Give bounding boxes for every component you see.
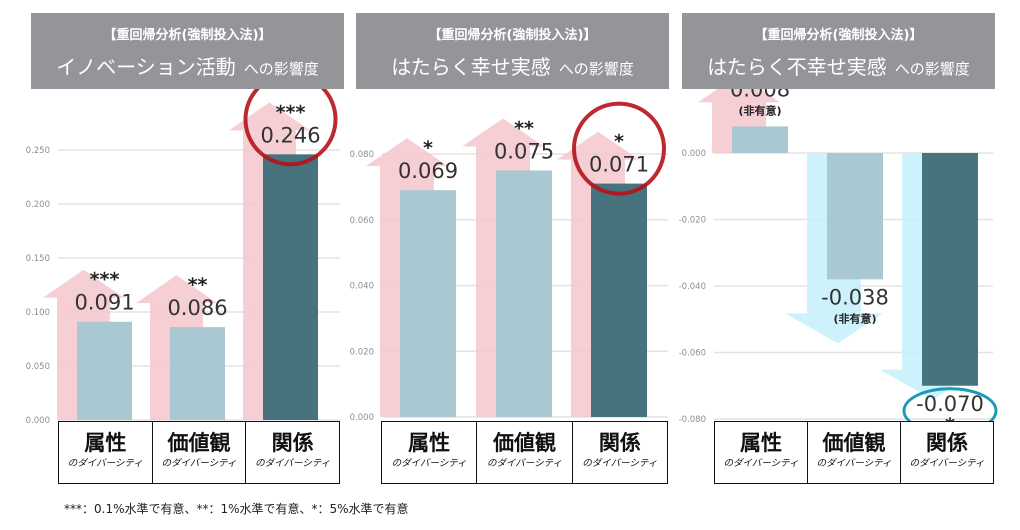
category-label: 属性 xyxy=(740,431,782,455)
category-label: 価値観 xyxy=(822,431,886,455)
data-label: 0.071 xyxy=(589,153,649,177)
category-values: 価値観のダイバーシティ xyxy=(477,422,573,483)
category-label: 属性 xyxy=(408,431,451,455)
y-tick-label: 0.080 xyxy=(350,150,374,160)
category-relationship: 関係のダイバーシティ xyxy=(246,422,339,483)
significance-label: (非有意) xyxy=(738,103,781,117)
panel-3-header: 【重回帰分析(強制投入法)】 はたらく不幸せ実感 への影響度 xyxy=(682,13,995,89)
y-tick-label: 0.250 xyxy=(26,146,50,156)
panel-2-title-suffix: への影響度 xyxy=(558,60,634,78)
y-tick-label: 0.100 xyxy=(26,308,50,318)
category-sublabel: のダイバーシティ xyxy=(816,458,892,469)
bar xyxy=(170,327,225,420)
bar xyxy=(496,170,552,417)
panel-1-categories: 属性のダイバーシティ 価値観のダイバーシティ 関係のダイバーシティ xyxy=(58,421,340,484)
panel-1-title: イノベーション活動 xyxy=(56,55,236,79)
y-tick-label: 0.000 xyxy=(26,416,50,426)
category-sublabel: のダイバーシティ xyxy=(255,458,331,469)
bar xyxy=(827,153,883,280)
y-tick-label: -0.080 xyxy=(679,415,706,425)
panel-2-header: 【重回帰分析(強制投入法)】 はたらく幸せ実感 への影響度 xyxy=(356,13,669,89)
data-label: 0.086 xyxy=(167,296,227,320)
bar xyxy=(922,153,978,386)
category-label: 関係 xyxy=(271,431,314,455)
category-attribute: 属性のダイバーシティ xyxy=(382,422,478,483)
significance-label: ** xyxy=(188,274,208,296)
panel-1-subtitle: 【重回帰分析(強制投入法)】 xyxy=(103,28,272,43)
y-tick-label: 0.000 xyxy=(682,149,706,159)
significance-label: (非有意) xyxy=(833,311,876,325)
category-relationship: 関係のダイバーシティ xyxy=(573,422,667,483)
significance-label: *** xyxy=(90,269,120,291)
bar xyxy=(263,154,318,420)
panel-3-categories: 属性のダイバーシティ 価値観のダイバーシティ 関係のダイバーシティ xyxy=(714,421,994,484)
category-attribute: 属性のダイバーシティ xyxy=(59,422,153,483)
panel-3-title-suffix: への影響度 xyxy=(894,60,970,78)
category-label: 価値観 xyxy=(167,431,231,455)
y-tick-label: 0.060 xyxy=(350,216,374,226)
significance-label: * xyxy=(423,137,433,159)
bar xyxy=(732,126,788,153)
significance-label: * xyxy=(614,131,624,153)
panel-1-title-suffix: への影響度 xyxy=(243,60,319,78)
category-label: 関係 xyxy=(598,431,641,455)
y-tick-label: -0.020 xyxy=(679,216,706,226)
y-tick-label: 0.150 xyxy=(26,254,50,264)
panel-3-title: はたらく不幸せ実感 xyxy=(707,55,887,79)
category-values: 価値観のダイバーシティ xyxy=(153,422,247,483)
panel-2-subtitle: 【重回帰分析(強制投入法)】 xyxy=(428,28,597,43)
category-label: 関係 xyxy=(926,431,968,455)
category-sublabel: のダイバーシティ xyxy=(582,458,658,469)
y-tick-label: -0.060 xyxy=(679,349,706,359)
category-sublabel: のダイバーシティ xyxy=(486,458,563,469)
y-tick-label: 0.020 xyxy=(350,347,374,357)
y-tick-label: 0.040 xyxy=(350,282,374,292)
bar xyxy=(77,321,132,420)
panel-1-header: 【重回帰分析(強制投入法)】 イノベーション活動 への影響度 xyxy=(31,13,344,89)
bar xyxy=(591,183,647,417)
data-label: -0.070 xyxy=(916,392,984,416)
data-label: 0.069 xyxy=(398,159,458,183)
category-sublabel: のダイバーシティ xyxy=(723,458,799,469)
data-label: 0.075 xyxy=(494,139,554,163)
category-values: 価値観のダイバーシティ xyxy=(808,422,901,483)
panel-2-categories: 属性のダイバーシティ 価値観のダイバーシティ 関係のダイバーシティ xyxy=(381,421,668,484)
significance-label: ** xyxy=(514,117,534,139)
category-label: 価値観 xyxy=(492,431,556,455)
category-sublabel: のダイバーシティ xyxy=(391,458,467,469)
y-tick-label: 0.200 xyxy=(26,200,50,210)
panel-3-subtitle: 【重回帰分析(強制投入法)】 xyxy=(754,28,923,43)
significance-label: *** xyxy=(276,101,306,123)
category-relationship: 関係のダイバーシティ xyxy=(901,422,993,483)
significance-footnote: ***：0.1%水準で有意、**：1%水準で有意、*：5%水準で有意 xyxy=(64,502,409,516)
y-tick-label: -0.040 xyxy=(679,282,706,292)
bar xyxy=(400,190,456,417)
panel-2-title: はたらく幸せ実感 xyxy=(391,55,551,79)
y-tick-label: 0.050 xyxy=(26,362,50,372)
category-label: 属性 xyxy=(84,431,127,455)
category-attribute: 属性のダイバーシティ xyxy=(715,422,808,483)
data-label: 0.091 xyxy=(74,291,134,315)
category-sublabel: のダイバーシティ xyxy=(161,458,237,469)
category-sublabel: のダイバーシティ xyxy=(909,458,985,469)
y-tick-label: 0.000 xyxy=(350,413,374,423)
data-label: 0.246 xyxy=(260,123,320,147)
highlight-circle xyxy=(572,101,666,196)
category-sublabel: のダイバーシティ xyxy=(67,458,143,469)
data-label: -0.038 xyxy=(821,285,889,309)
